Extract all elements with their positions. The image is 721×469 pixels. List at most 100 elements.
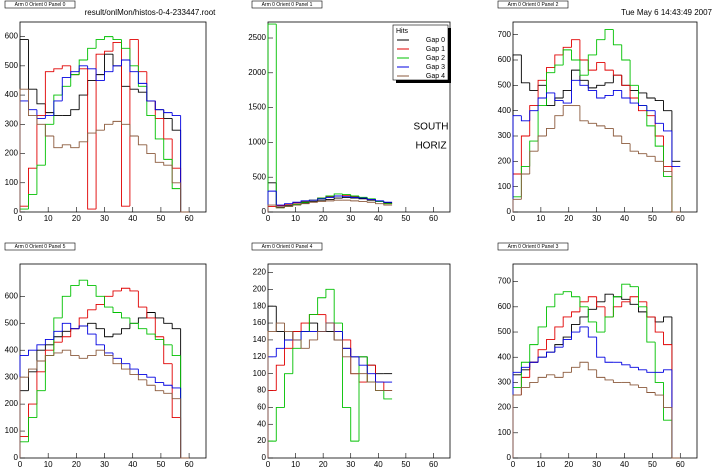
- x-tick-label: 60: [185, 460, 194, 469]
- histogram-bin: [671, 130, 681, 167]
- histogram-bin: [537, 84, 547, 91]
- histogram-bin: [44, 124, 54, 137]
- histogram-bin: [171, 385, 181, 389]
- histogram-bin: [19, 355, 29, 458]
- histogram-bin: [587, 60, 597, 71]
- histogram-bin: [529, 361, 539, 378]
- histogram-bin: [325, 199, 335, 201]
- histogram-bin: [112, 290, 122, 297]
- histogram-bin: [61, 65, 71, 69]
- frame: [512, 263, 698, 459]
- x-tick-label: 20: [564, 460, 573, 469]
- histogram-bin: [621, 75, 631, 86]
- histogram-bin: [629, 382, 639, 386]
- histogram-bin: [562, 291, 572, 295]
- histogram-bin: [180, 398, 190, 459]
- x-tick-label: 40: [620, 460, 629, 469]
- histogram-bin: [571, 79, 580, 104]
- histogram-bin: [180, 115, 190, 213]
- y-tick-label: 2000: [248, 68, 266, 77]
- histogram-bin: [621, 75, 631, 86]
- histogram-bin: [61, 330, 71, 337]
- annotation: HORIZ: [415, 141, 446, 152]
- histogram-bin: [638, 296, 647, 303]
- histogram-bin: [383, 203, 393, 206]
- histogram-bin: [28, 167, 37, 207]
- x-tick-label: 10: [44, 214, 53, 223]
- histogram-bin: [36, 371, 46, 405]
- histogram-bin: [19, 390, 29, 458]
- histogram-bin: [554, 97, 564, 106]
- histogram-bin: [137, 39, 147, 73]
- histogram-bin: [129, 124, 139, 137]
- y-tick-label: 500: [498, 327, 512, 336]
- histogram-bin: [61, 77, 71, 101]
- histogram-bin: [163, 138, 173, 160]
- x-tick-label: 0: [18, 214, 23, 223]
- histogram-bin: [36, 390, 46, 418]
- histogram-bin: [284, 205, 293, 208]
- histogram-bin: [529, 110, 539, 121]
- y-tick-label: 300: [5, 119, 19, 128]
- x-tick-label: 10: [291, 460, 300, 469]
- x-tick-label: 20: [319, 460, 328, 469]
- histogram-bin: [292, 204, 302, 207]
- histogram-bin: [671, 407, 681, 459]
- histogram-bin: [671, 171, 681, 213]
- histogram-bin: [629, 85, 639, 99]
- histogram-bin: [95, 303, 105, 310]
- histogram-bin: [70, 144, 80, 149]
- histogram-bin: [546, 339, 555, 350]
- histogram-bin: [654, 115, 664, 137]
- y-tick-label: 0: [262, 453, 267, 462]
- histogram-bin: [61, 85, 71, 96]
- histogram-bin: [554, 293, 564, 307]
- legend-label: Gap 2: [426, 55, 445, 62]
- histogram-bin: [587, 362, 597, 371]
- histogram-bin: [325, 314, 335, 324]
- histogram-bin: [284, 339, 293, 349]
- histogram-bin: [171, 118, 181, 131]
- x-tick-label: 60: [429, 460, 438, 469]
- histogram-bin: [529, 82, 539, 91]
- histogram-bin: [325, 200, 335, 202]
- y-tick-label: 120: [253, 352, 267, 361]
- histogram-bin: [562, 316, 572, 327]
- y-tick-label: 100: [253, 369, 267, 378]
- histogram-bin: [87, 325, 97, 335]
- histogram-bin: [520, 165, 530, 197]
- histogram-bin: [350, 356, 359, 375]
- histogram-bin: [292, 331, 302, 341]
- histogram-bin: [554, 92, 564, 101]
- histogram-bin: [180, 387, 190, 459]
- histogram-bin: [546, 374, 555, 378]
- histogram-bin: [587, 326, 597, 338]
- histogram-bin: [61, 349, 71, 353]
- pad-title-box: [497, 0, 569, 9]
- histogram-bin: [358, 200, 368, 203]
- histogram-bin: [154, 334, 164, 340]
- histogram-bin: [587, 120, 597, 124]
- x-tick-label: 30: [100, 214, 109, 223]
- histogram-bin: [375, 382, 384, 391]
- histogram-bin: [342, 196, 351, 199]
- histogram-bin: [579, 326, 589, 333]
- histogram-bin: [95, 74, 105, 81]
- histogram-bin: [654, 342, 664, 383]
- histogram-bin: [520, 54, 530, 84]
- y-tick-label: 1500: [248, 103, 266, 112]
- histogram-bin: [137, 374, 147, 381]
- histogram-bin: [163, 390, 173, 394]
- histogram-bin: [358, 373, 368, 383]
- histogram-bin: [562, 46, 572, 55]
- histogram-bin: [604, 82, 614, 86]
- frame: [512, 21, 698, 213]
- histogram-bin: [638, 384, 647, 388]
- histogram-bin: [571, 291, 580, 298]
- x-tick-label: 50: [156, 460, 165, 469]
- x-tick-label: 30: [346, 214, 355, 223]
- histogram-bin: [638, 98, 647, 112]
- histogram-bin: [654, 98, 664, 101]
- histogram-bin: [654, 110, 664, 124]
- histogram-bin: [646, 311, 656, 318]
